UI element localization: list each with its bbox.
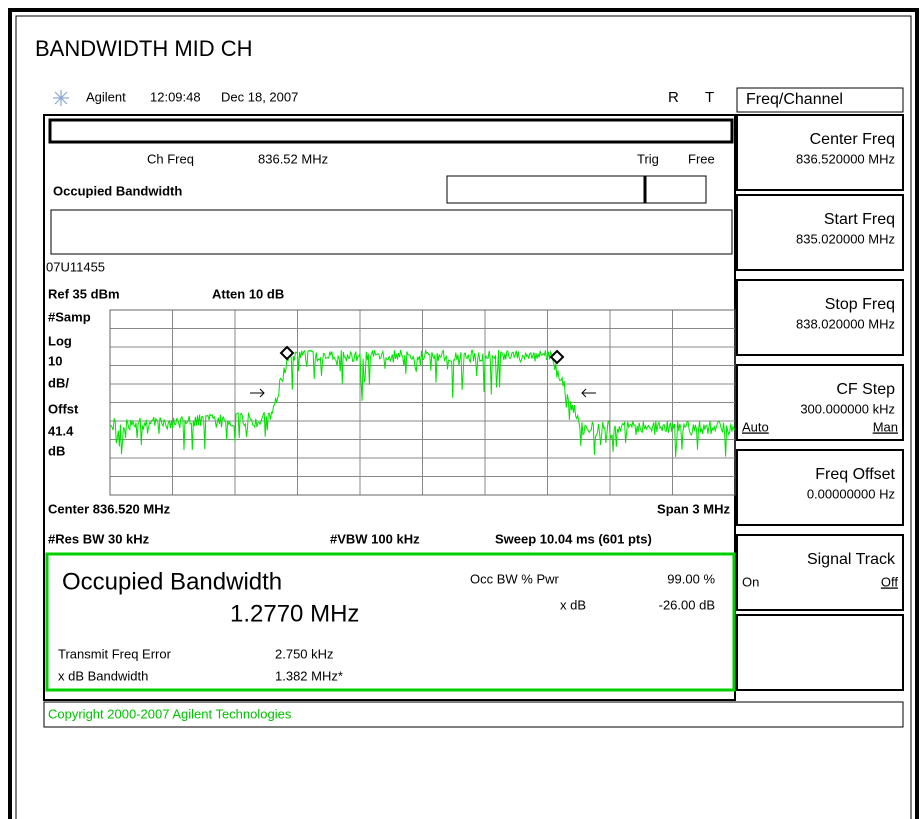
- softkey-option: Man: [873, 419, 898, 434]
- softkey-value: 836.520000 MHz: [796, 151, 895, 166]
- softkey-option: On: [742, 574, 759, 589]
- bandwidth-arrows: [250, 388, 596, 398]
- xdbbw: 1.382 MHz*: [275, 668, 343, 683]
- markers: [279, 345, 565, 365]
- ch-freq-label: Ch Freq: [147, 151, 194, 166]
- side-label: dB: [48, 443, 65, 458]
- ch-freq: 836.52 MHz: [258, 151, 328, 166]
- softkey-value: 300.000000 kHz: [800, 401, 895, 416]
- trig-box: [446, 175, 645, 204]
- results-title: Occupied Bandwidth: [62, 568, 282, 595]
- softkey-value: 0.00000000 Hz: [807, 486, 895, 501]
- results-box: [45, 552, 736, 692]
- file-id: 07U11455: [46, 259, 105, 274]
- softkey-label: Freq Offset: [815, 466, 895, 483]
- softkey-box[interactable]: [736, 279, 904, 356]
- pwr-label: Occ BW % Pwr: [470, 571, 560, 586]
- outer-frame: [8, 8, 919, 819]
- page-title: BANDWIDTH MID CH: [35, 36, 253, 61]
- softkey-empty[interactable]: [736, 614, 904, 691]
- center: Center 836.520 MHz: [48, 501, 171, 516]
- message-box: [50, 209, 733, 255]
- menu-title: Freq/Channel: [746, 91, 843, 108]
- side-label: Offst: [48, 401, 79, 416]
- header: Agilent 12:09:48 Dec 18, 2007 R T: [53, 89, 714, 106]
- tfe-label: Transmit Freq Error: [58, 646, 172, 661]
- graticule: [110, 310, 735, 495]
- side-label: 41.4: [48, 423, 74, 438]
- flag-r: R: [668, 89, 679, 106]
- date: Dec 18, 2007: [221, 89, 298, 104]
- sweep: Sweep 10.04 ms (601 pts): [495, 531, 652, 546]
- side-label: 10: [48, 353, 62, 368]
- graticule-border: [109, 309, 736, 496]
- softkey[interactable]: CF Step 300.000000 kHz Auto Man: [736, 364, 904, 441]
- softkey[interactable]: Freq Offset 0.00000000 Hz: [736, 449, 904, 526]
- softkey-label: CF Step: [836, 381, 895, 398]
- softkey-box[interactable]: [736, 194, 904, 271]
- copyright: Copyright 2000-2007 Agilent Technologies: [48, 706, 292, 721]
- softkey[interactable]: Stop Freq 838.020000 MHz: [736, 279, 904, 356]
- xdb: -26.00 dB: [659, 597, 715, 612]
- side-label: dB/: [48, 375, 69, 390]
- span: Span 3 MHz: [657, 501, 730, 516]
- trig-box-2: [643, 175, 707, 204]
- softkey[interactable]: Center Freq 836.520000 MHz: [736, 114, 904, 191]
- copyright-bar: [43, 701, 904, 728]
- atten: Atten 10 dB: [212, 286, 284, 301]
- res-bw: #Res BW 30 kHz: [48, 531, 150, 546]
- side-label: Log: [48, 333, 72, 348]
- softkey-option: Off: [881, 574, 898, 589]
- xdb-label: x dB: [560, 597, 586, 612]
- softkey-box[interactable]: [736, 534, 904, 611]
- brand: Agilent: [86, 89, 126, 104]
- softkey-label: Start Freq: [824, 211, 895, 228]
- softkey-box[interactable]: [736, 449, 904, 526]
- trace: [109, 348, 736, 458]
- softkey-value: 835.020000 MHz: [796, 231, 895, 246]
- menu-title-box: [736, 87, 904, 113]
- obw: 1.2770 MHz: [230, 600, 359, 627]
- softkey-box[interactable]: [736, 364, 904, 441]
- time: 12:09:48: [150, 89, 201, 104]
- softkey-label: Center Freq: [810, 131, 895, 148]
- inner-frame: [15, 15, 912, 819]
- pwr: 99.00 %: [667, 571, 715, 586]
- softkey-label: Signal Track: [807, 551, 896, 568]
- softkey-option: Auto: [742, 419, 769, 434]
- tfe: 2.750 kHz: [275, 646, 334, 661]
- flag-t: T: [705, 89, 714, 106]
- side-label: #Samp: [48, 309, 91, 324]
- trig: Free: [688, 151, 715, 166]
- softkey[interactable]: Start Freq 835.020000 MHz: [736, 194, 904, 271]
- ref-level: Ref 35 dBm: [48, 286, 120, 301]
- measure-name: Occupied Bandwidth: [53, 183, 182, 198]
- vbw: #VBW 100 kHz: [330, 531, 420, 546]
- softkey[interactable]: Signal Track On Off: [736, 534, 904, 611]
- softkey-label: Stop Freq: [825, 296, 895, 313]
- status-bar: [48, 118, 734, 144]
- trig-label: Trig: [637, 151, 659, 166]
- softkey-box[interactable]: [736, 114, 904, 191]
- xdbbw-label: x dB Bandwidth: [58, 668, 148, 683]
- logo: [53, 90, 69, 106]
- softkey-value: 838.020000 MHz: [796, 316, 895, 331]
